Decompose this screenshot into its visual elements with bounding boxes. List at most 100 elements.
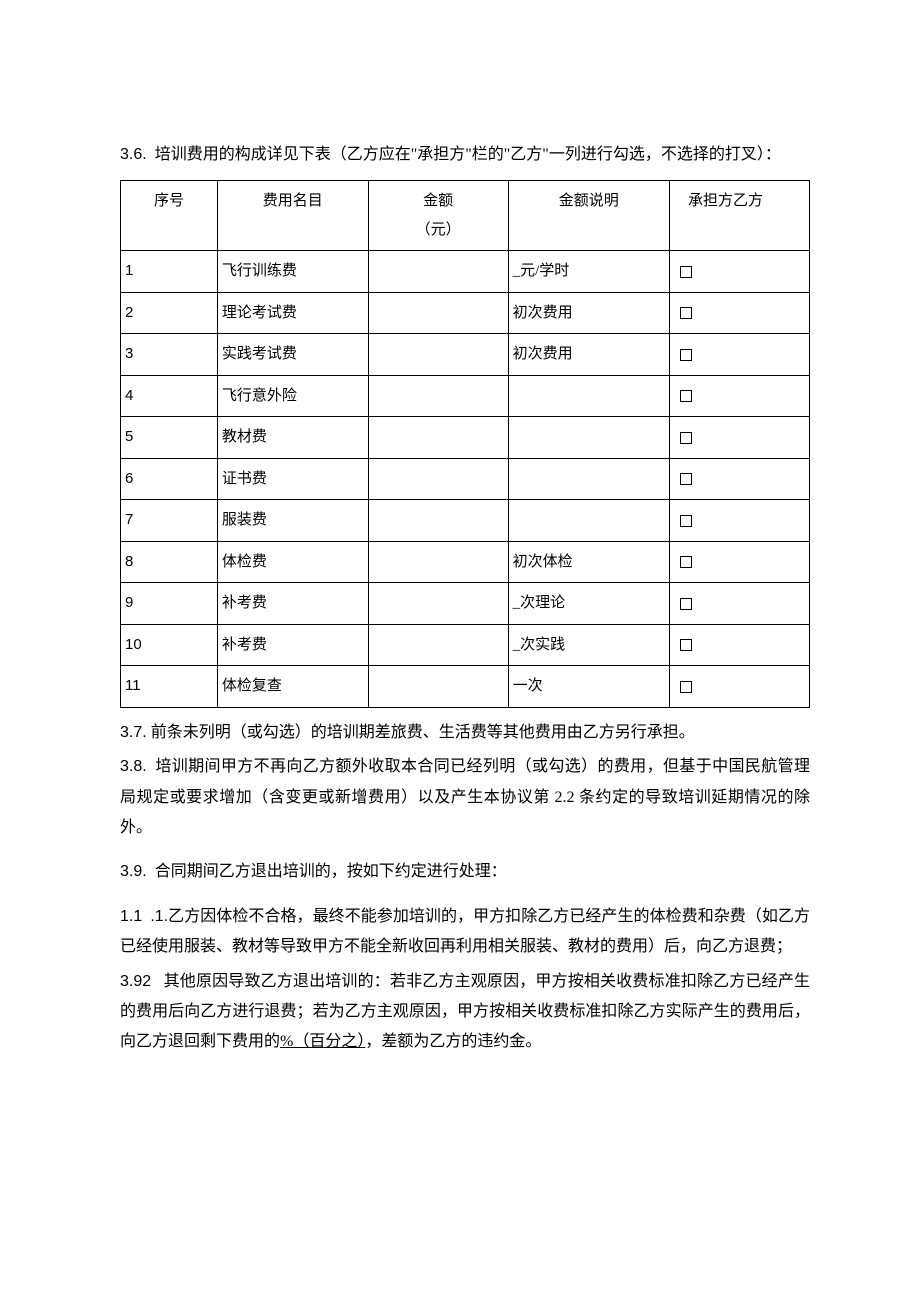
- cell-amount: [368, 458, 508, 500]
- header-party: 承担方乙方: [670, 181, 810, 251]
- section-3-8-number: 3.8.: [120, 758, 147, 775]
- table-row: 11体检复查 一次: [121, 666, 810, 708]
- cell-name: 体检费: [217, 541, 368, 583]
- header-amount: 金额 （元）: [368, 181, 508, 251]
- checkbox-icon[interactable]: [680, 349, 692, 361]
- cell-desc: _次理论: [508, 583, 669, 625]
- fee-table: 序号 费用名目 金额 （元） 金额说明 承担方乙方 1飞行训练费_元/学时2理论…: [120, 180, 810, 708]
- section-3-7-text: 前条未列明（或勾选）的培训期差旅费、生活费等其他费用由乙方另行承担。: [151, 724, 695, 741]
- table-row: 9补考费 _次理论: [121, 583, 810, 625]
- cell-desc: [508, 417, 669, 459]
- checkbox-icon[interactable]: [680, 432, 692, 444]
- cell-name: 体检复查: [217, 666, 368, 708]
- cell-name: 补考费: [217, 624, 368, 666]
- cell-seq: 11: [121, 666, 218, 708]
- cell-amount: [368, 666, 508, 708]
- cell-amount: [368, 500, 508, 542]
- section-3-9-number: 3.9.: [120, 863, 147, 880]
- cell-party: [670, 583, 810, 625]
- section-1-1-1-suffix: .1.: [150, 908, 168, 925]
- cell-amount: [368, 583, 508, 625]
- cell-seq: 6: [121, 458, 218, 500]
- checkbox-icon[interactable]: [680, 515, 692, 527]
- section-3-9-text: 合同期间乙方退出培训的，按如下约定进行处理：: [155, 863, 507, 880]
- cell-desc: [508, 375, 669, 417]
- cell-amount: [368, 624, 508, 666]
- cell-desc: 初次费用: [508, 334, 669, 376]
- table-row: 6证书费: [121, 458, 810, 500]
- cell-name: 飞行训练费: [217, 251, 368, 293]
- checkbox-icon[interactable]: [680, 307, 692, 319]
- section-3-6-number: 3.6.: [120, 146, 147, 163]
- section-3-9-2: 3.92 其他原因导致乙方退出培训的：若非乙方主观原因，甲方按相关收费标准扣除乙…: [120, 967, 810, 1058]
- header-seq: 序号: [121, 181, 218, 251]
- checkbox-icon[interactable]: [680, 598, 692, 610]
- table-row: 5教材费: [121, 417, 810, 459]
- cell-party: [670, 541, 810, 583]
- cell-seq: 4: [121, 375, 218, 417]
- checkbox-icon[interactable]: [680, 556, 692, 568]
- cell-desc: 初次费用: [508, 292, 669, 334]
- cell-seq: 2: [121, 292, 218, 334]
- cell-party: [670, 334, 810, 376]
- cell-seq: 5: [121, 417, 218, 459]
- cell-seq: 1: [121, 251, 218, 293]
- section-3-8-text: 培训期间甲方不再向乙方额外收取本合同已经列明（或勾选）的费用，但基于中国民航管理…: [120, 758, 810, 836]
- header-name: 费用名目: [217, 181, 368, 251]
- cell-name: 理论考试费: [217, 292, 368, 334]
- cell-party: [670, 292, 810, 334]
- section-3-8: 3.8. 培训期间甲方不再向乙方额外收取本合同已经列明（或勾选）的费用，但基于中…: [120, 752, 810, 843]
- cell-name: 补考费: [217, 583, 368, 625]
- section-3-9: 3.9. 合同期间乙方退出培训的，按如下约定进行处理：: [120, 857, 810, 887]
- cell-desc: _次实践: [508, 624, 669, 666]
- header-amount-line2: （元）: [416, 216, 461, 245]
- table-row: 3实践考试费 初次费用: [121, 334, 810, 376]
- header-amount-line1: 金额: [423, 187, 453, 216]
- cell-seq: 8: [121, 541, 218, 583]
- cell-party: [670, 251, 810, 293]
- cell-amount: [368, 375, 508, 417]
- table-row: 8体检费 初次体检: [121, 541, 810, 583]
- checkbox-icon[interactable]: [680, 639, 692, 651]
- cell-seq: 9: [121, 583, 218, 625]
- table-row: 10补考费 _次实践: [121, 624, 810, 666]
- checkbox-icon[interactable]: [680, 681, 692, 693]
- cell-party: [670, 375, 810, 417]
- table-row: 1飞行训练费_元/学时: [121, 251, 810, 293]
- table-row: 7服装费: [121, 500, 810, 542]
- section-3-7: 3.7. 前条未列明（或勾选）的培训期差旅费、生活费等其他费用由乙方另行承担。: [120, 718, 810, 748]
- cell-amount: [368, 541, 508, 583]
- cell-seq: 10: [121, 624, 218, 666]
- cell-seq: 7: [121, 500, 218, 542]
- cell-desc: 初次体检: [508, 541, 669, 583]
- cell-party: [670, 500, 810, 542]
- cell-amount: [368, 292, 508, 334]
- section-1-1-1: 1.1 .1.乙方因体检不合格，最终不能参加培训的，甲方扣除乙方已经产生的体检费…: [120, 902, 810, 963]
- table-row: 4飞行意外险: [121, 375, 810, 417]
- section-3-9-2-text-after: ，差额为乙方的违约金。: [365, 1033, 541, 1050]
- cell-amount: [368, 417, 508, 459]
- checkbox-icon[interactable]: [680, 390, 692, 402]
- cell-seq: 3: [121, 334, 218, 376]
- cell-desc: [508, 500, 669, 542]
- header-desc: 金额说明: [508, 181, 669, 251]
- cell-desc: 一次: [508, 666, 669, 708]
- table-header-row: 序号 费用名目 金额 （元） 金额说明 承担方乙方: [121, 181, 810, 251]
- cell-name: 证书费: [217, 458, 368, 500]
- cell-party: [670, 417, 810, 459]
- cell-name: 实践考试费: [217, 334, 368, 376]
- section-1-1-1-text: 乙方因体检不合格，最终不能参加培训的，甲方扣除乙方已经产生的体检费和杂费（如乙方…: [120, 908, 810, 955]
- section-3-7-number: 3.7.: [120, 724, 147, 741]
- cell-name: 教材费: [217, 417, 368, 459]
- cell-party: [670, 624, 810, 666]
- cell-amount: [368, 251, 508, 293]
- section-3-9-2-number: 3.92: [120, 973, 151, 990]
- checkbox-icon[interactable]: [680, 473, 692, 485]
- section-3-9-2-underline: %（百分之）: [280, 1033, 365, 1050]
- cell-party: [670, 666, 810, 708]
- section-1-1-1-number: 1.1: [120, 908, 142, 925]
- checkbox-icon[interactable]: [680, 266, 692, 278]
- cell-party: [670, 458, 810, 500]
- cell-name: 飞行意外险: [217, 375, 368, 417]
- cell-amount: [368, 334, 508, 376]
